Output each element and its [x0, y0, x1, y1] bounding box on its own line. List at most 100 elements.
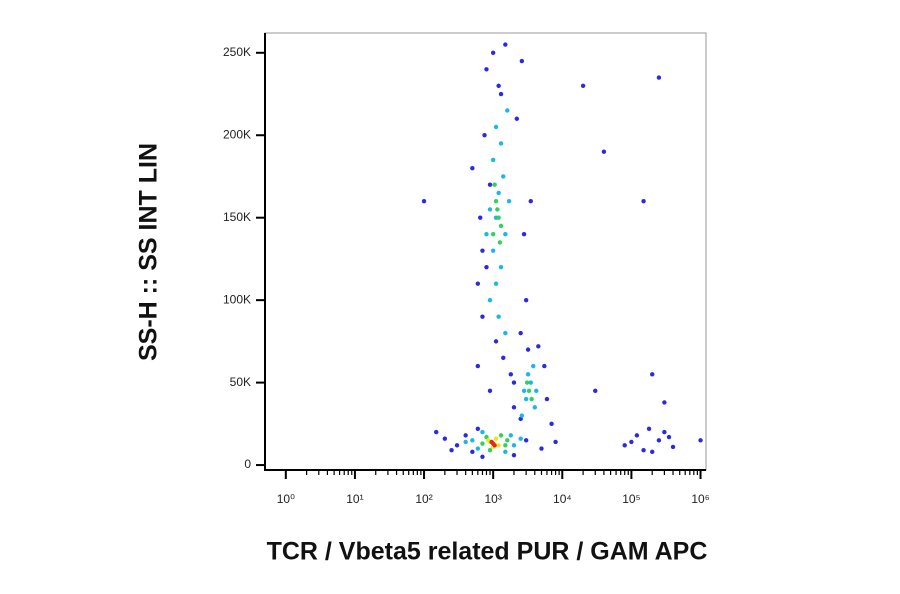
point	[484, 434, 489, 440]
y-tick-label: 50K	[230, 375, 251, 389]
point	[514, 116, 520, 121]
point	[498, 433, 504, 438]
point	[580, 83, 586, 88]
point	[496, 314, 501, 319]
point	[484, 231, 489, 237]
point	[542, 363, 547, 369]
x-tick-label: 10²	[415, 492, 432, 506]
x-axis-title: TCR / Vbeta5 related PUR / GAM APC	[267, 538, 708, 566]
point	[442, 436, 448, 441]
point	[656, 438, 662, 443]
plot-frame	[264, 32, 707, 471]
point	[670, 444, 676, 450]
point	[521, 231, 527, 237]
point	[480, 248, 485, 253]
point	[493, 436, 499, 441]
point	[463, 439, 468, 445]
point	[493, 281, 499, 286]
point	[490, 248, 496, 253]
point	[487, 448, 493, 453]
point	[511, 443, 517, 448]
y-tick-label: 150K	[223, 210, 251, 224]
point	[503, 231, 508, 237]
point	[490, 231, 496, 237]
point	[528, 199, 533, 204]
point	[511, 380, 517, 385]
point	[480, 454, 485, 460]
point	[487, 297, 493, 303]
point	[475, 446, 481, 451]
point	[521, 388, 527, 394]
point	[662, 429, 667, 435]
point	[493, 124, 499, 130]
point	[650, 372, 655, 377]
point	[532, 405, 537, 410]
point	[526, 388, 532, 394]
point	[601, 149, 607, 154]
point	[487, 207, 493, 212]
point	[553, 439, 558, 445]
point	[523, 396, 529, 402]
point	[475, 426, 481, 431]
point	[524, 380, 530, 385]
point	[480, 429, 485, 435]
y-tick-label: 100K	[223, 292, 251, 306]
point	[478, 215, 483, 220]
point	[523, 438, 529, 443]
point	[519, 58, 525, 64]
point	[496, 83, 501, 88]
point	[454, 443, 460, 448]
point	[486, 438, 491, 443]
point	[487, 182, 493, 187]
point	[497, 240, 503, 245]
x-tick-label: 10⁵	[622, 492, 640, 506]
point	[496, 443, 501, 448]
point	[493, 339, 499, 344]
point	[518, 330, 523, 336]
point	[503, 330, 508, 336]
point	[534, 388, 539, 394]
point	[501, 355, 506, 361]
point	[518, 436, 523, 441]
point	[421, 199, 427, 204]
point	[662, 400, 667, 405]
point	[484, 67, 489, 72]
point	[508, 372, 514, 377]
point	[484, 264, 489, 270]
point	[536, 344, 541, 349]
point	[503, 449, 508, 455]
point	[505, 108, 510, 113]
x-tick-label: 10³	[484, 492, 501, 506]
point	[511, 405, 517, 410]
point	[475, 281, 481, 286]
point	[503, 42, 508, 47]
point	[656, 75, 662, 80]
point	[482, 133, 487, 138]
point	[523, 297, 529, 303]
point	[475, 363, 481, 369]
x-tick-label: 10¹	[346, 492, 363, 506]
point	[508, 433, 514, 438]
point	[498, 264, 504, 270]
y-tick-label: 200K	[223, 127, 251, 141]
x-tick-label: 10⁴	[553, 492, 572, 506]
point	[470, 438, 475, 443]
point	[490, 157, 496, 163]
point	[492, 182, 497, 187]
y-tick-label: 0	[244, 457, 251, 471]
point	[629, 439, 634, 445]
point	[498, 141, 504, 146]
point	[492, 443, 497, 448]
point	[544, 396, 550, 402]
point	[634, 433, 640, 438]
point	[496, 190, 501, 196]
point	[496, 215, 501, 220]
point	[487, 388, 493, 394]
point	[495, 207, 500, 212]
point	[549, 421, 554, 427]
point	[498, 91, 504, 97]
point	[498, 223, 504, 229]
point	[525, 372, 531, 377]
y-axis-title: SS-H :: SS INT LIN	[135, 143, 163, 361]
